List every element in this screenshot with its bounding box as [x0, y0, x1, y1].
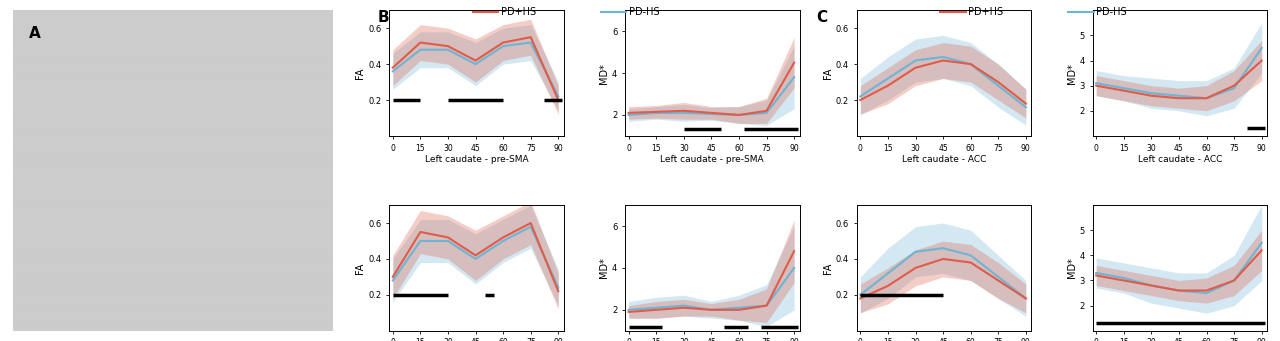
Y-axis label: FA: FA [356, 262, 366, 273]
Y-axis label: MD*: MD* [599, 63, 609, 84]
Y-axis label: FA: FA [823, 262, 833, 273]
X-axis label: Left caudate - ACC: Left caudate - ACC [902, 155, 986, 164]
X-axis label: Left caudate - pre-SMA: Left caudate - pre-SMA [660, 155, 764, 164]
Text: B: B [378, 10, 389, 25]
Text: PD-HS: PD-HS [1097, 7, 1128, 17]
Text: PD-HS: PD-HS [628, 7, 659, 17]
X-axis label: Left caudate - pre-SMA: Left caudate - pre-SMA [425, 155, 529, 164]
Y-axis label: MD*: MD* [599, 257, 609, 278]
Y-axis label: MD*: MD* [1066, 257, 1076, 278]
Y-axis label: FA: FA [356, 68, 366, 79]
Text: PD+HS: PD+HS [500, 7, 536, 17]
Y-axis label: FA: FA [823, 68, 833, 79]
Text: A: A [28, 26, 41, 41]
X-axis label: Left caudate - ACC: Left caudate - ACC [1138, 155, 1222, 164]
Text: PD+HS: PD+HS [969, 7, 1004, 17]
Text: C: C [817, 10, 828, 25]
Y-axis label: MD*: MD* [1066, 63, 1076, 84]
